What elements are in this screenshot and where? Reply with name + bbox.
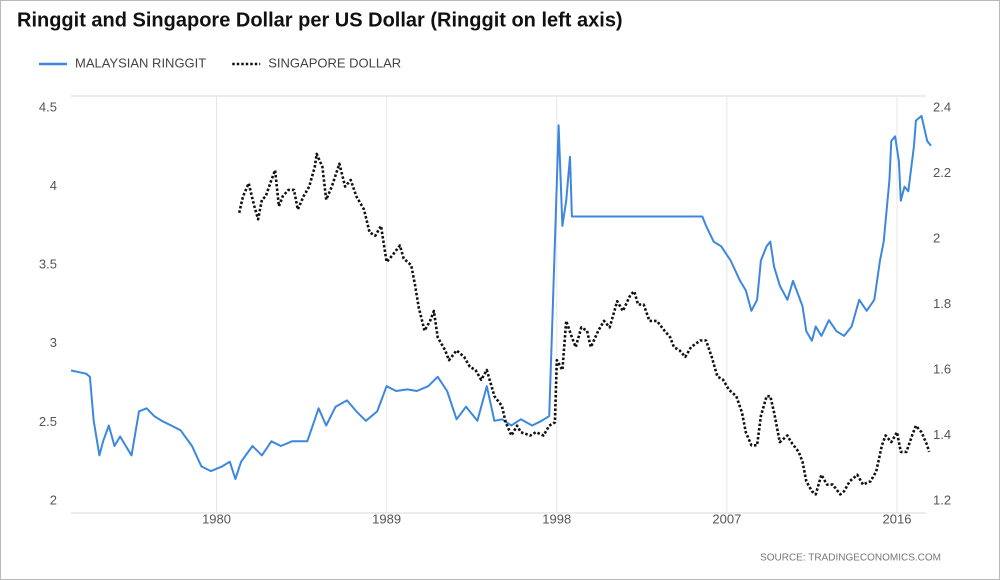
y2-tick-label: 1.4	[933, 427, 951, 442]
x-tick-label: 1989	[372, 511, 401, 526]
y-tick-label: 4.5	[39, 99, 57, 114]
y-tick-label: 2	[50, 492, 57, 507]
y2-tick-label: 1.6	[933, 361, 951, 376]
y-tick-label: 3.5	[39, 257, 57, 272]
y-tick-label: 4	[50, 178, 57, 193]
y2-tick-label: 2.4	[933, 99, 951, 114]
y2-tick-label: 1.2	[933, 492, 951, 507]
x-tick-label: 2016	[883, 511, 912, 526]
chart-title: Ringgit and Singapore Dollar per US Doll…	[17, 9, 623, 31]
series-line	[237, 152, 931, 496]
y2-tick-label: 2	[933, 230, 940, 245]
source-note: SOURCE: TRADINGECONOMICS.COM	[760, 553, 941, 564]
y2-tick-label: 2.2	[933, 165, 951, 180]
x-tick-label: 1980	[202, 511, 231, 526]
series-line	[70, 114, 932, 480]
x-tick-label: 1998	[542, 511, 571, 526]
x-tick-label: 2007	[712, 511, 741, 526]
legend-label: SINGAPORE DOLLAR	[268, 55, 401, 70]
y-tick-label: 2.5	[39, 414, 57, 429]
legend-label: MALAYSIAN RINGGIT	[75, 55, 206, 70]
y-tick-label: 3	[50, 335, 57, 350]
y2-tick-label: 1.8	[933, 296, 951, 311]
